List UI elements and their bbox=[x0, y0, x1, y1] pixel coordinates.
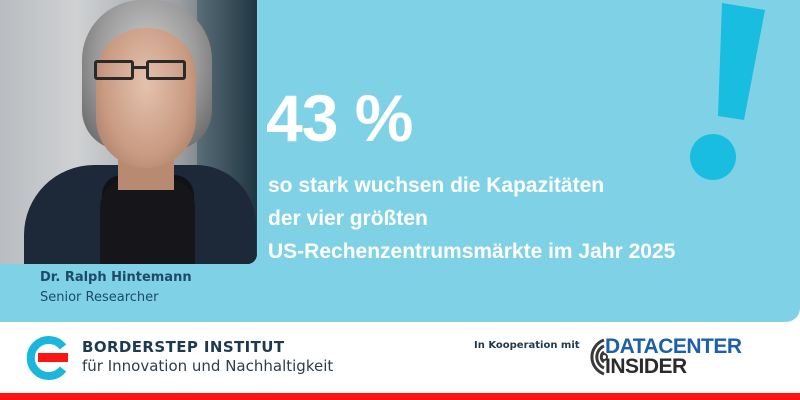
person-name: Dr. Ralph Hintemann bbox=[40, 270, 192, 285]
exclamation-mark-icon bbox=[690, 3, 765, 180]
institute-title: BORDERSTEP INSTITUT bbox=[82, 338, 285, 356]
borderstep-logo-icon bbox=[26, 336, 68, 380]
partner-name-line-2: INSIDER bbox=[605, 355, 687, 378]
brand-red-bar bbox=[0, 393, 800, 400]
datacenter-insider-target-icon bbox=[590, 338, 608, 376]
institute-subtitle: für Innovation und Nachhaltigkeit bbox=[82, 357, 334, 375]
stat-description-line-1: so stark wuchsen die Kapazitäten bbox=[268, 174, 605, 197]
stat-description-line-3: US-Rechenzentrumsmärkte im Jahr 2025 bbox=[268, 240, 676, 263]
stat-value: 43 % bbox=[266, 81, 413, 155]
portrait-photo bbox=[0, 0, 257, 264]
partner-name-line-1: DATACENTER bbox=[605, 335, 742, 358]
footer bbox=[0, 322, 800, 392]
person-role: Senior Researcher bbox=[40, 290, 159, 305]
cooperation-label: In Kooperation mit bbox=[474, 340, 580, 351]
hero-panel: Dr. Ralph Hintemann Senior Researcher 43… bbox=[0, 0, 800, 322]
stat-description-line-2: der vier größten bbox=[268, 207, 428, 230]
